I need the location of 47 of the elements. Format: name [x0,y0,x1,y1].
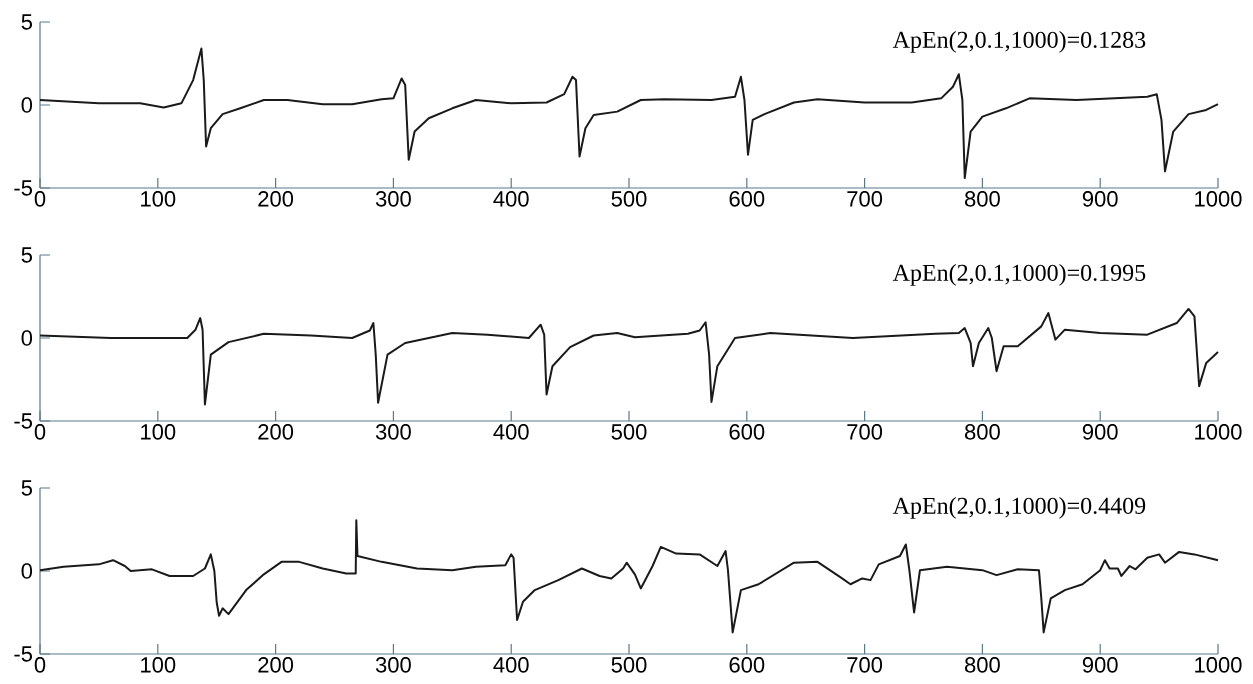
x-tick-label: 1000 [1195,424,1242,440]
y-tick-label: 5 [21,14,32,30]
x-tick-label: 0 [34,191,46,207]
x-tick-label: 1000 [1195,657,1242,673]
x-tick-label: 700 [847,424,883,440]
annotation: ApEn(2,0.1,1000)=0.1995 [892,264,1146,286]
line-series [39,307,1220,406]
x-tick-label: 100 [141,657,176,673]
y-tick-label: 0 [21,563,33,579]
x-tick-label: 200 [258,191,294,207]
x-tick-label: 300 [375,191,411,207]
x-tick-label: 0 [34,657,46,673]
x-tick-label: 100 [141,191,176,207]
x-tick-label: 800 [964,657,1000,673]
x-tick-label: 500 [611,657,647,673]
x-tick-label: 600 [729,191,765,207]
annotation: ApEn(2,0.1,1000)=0.1283 [892,31,1146,53]
y-tick-label: -5 [14,646,32,662]
x-tick-label: 800 [964,424,1000,440]
annotation: ApEn(2,0.1,1000)=0.4409 [892,497,1146,519]
x-tick-label: 700 [847,191,883,207]
y-tick-label: 0 [21,330,33,346]
y-tick-label: 5 [21,480,32,496]
x-tick-label: 900 [1082,424,1118,440]
x-tick-label: 500 [611,424,647,440]
y-tick-label: -5 [14,180,32,196]
x-tick-label: 300 [375,657,411,673]
x-tick-label: 0 [34,424,46,440]
y-tick-label: 0 [21,97,33,113]
line-series [39,519,1220,634]
x-tick-label: 400 [493,191,529,207]
x-tick-label: 100 [141,424,176,440]
x-tick-label: 1000 [1195,191,1242,207]
x-tick-label: 600 [729,424,765,440]
y-tick-label: -5 [14,413,32,429]
x-tick-label: 200 [258,657,294,673]
x-tick-label: 700 [847,657,883,673]
x-tick-label: 400 [493,657,529,673]
x-tick-label: 400 [493,424,529,440]
x-tick-label: 500 [611,191,647,207]
x-tick-label: 800 [964,191,1000,207]
x-tick-label: 900 [1082,657,1118,673]
x-tick-label: 900 [1082,191,1118,207]
x-tick-label: 600 [729,657,765,673]
y-tick-label: 5 [21,247,32,263]
x-tick-label: 300 [375,424,411,440]
x-tick-label: 200 [258,424,294,440]
